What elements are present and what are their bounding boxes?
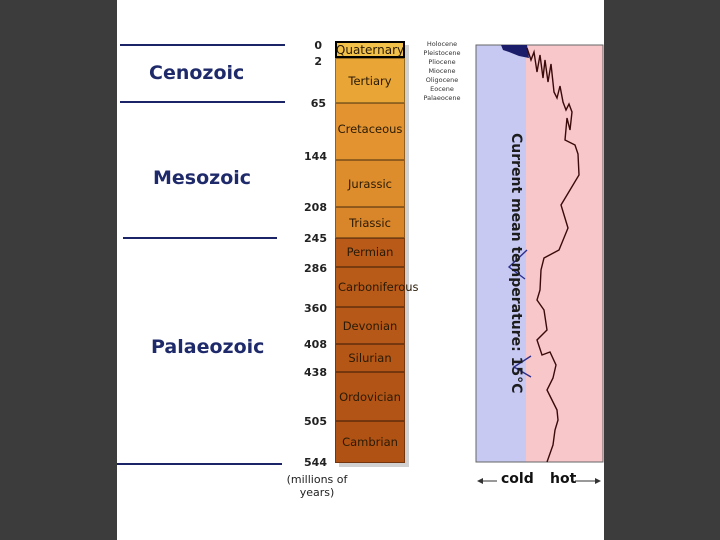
hot-arrow-head — [595, 478, 601, 484]
age-label: 505 — [304, 415, 327, 428]
period-cambrian: Cambrian — [335, 421, 405, 463]
era-divider-bottom — [117, 463, 282, 465]
period-label: Jurassic — [348, 176, 392, 191]
epoch-label: Holocene — [426, 40, 458, 48]
temperature-curve-cold-dip — [507, 249, 528, 280]
period-silurian: Silurian — [335, 344, 405, 372]
age-label: 360 — [304, 302, 327, 315]
temperature-curve-hot — [526, 47, 580, 463]
temperature-curve-cold-dip — [512, 355, 532, 378]
period-cretaceous: Cretaceous — [335, 103, 405, 160]
period-label: Triassic — [349, 215, 391, 230]
period-label: Ordovician — [339, 389, 401, 404]
age-label: 65 — [310, 97, 326, 110]
hot-label: hot — [550, 471, 577, 487]
period-triassic: Triassic — [335, 207, 405, 238]
temperature-chart — [475, 44, 604, 484]
era-divider-cenozoic-mesozoic — [120, 101, 285, 103]
era-divider-top — [120, 44, 285, 46]
period-label: Carboniferous — [338, 280, 419, 294]
period-label: Cambrian — [342, 435, 398, 449]
period-devonian: Devonian — [335, 307, 405, 344]
period-jurassic: Jurassic — [335, 160, 405, 207]
period-tertiary: Tertiary — [335, 58, 405, 103]
period-label: Cretaceous — [337, 122, 403, 136]
period-ordovician: Ordovician — [335, 372, 405, 421]
era-palaeozoic: Palaeozoic — [151, 336, 265, 358]
epoch-label: Palaeocene — [423, 94, 461, 102]
period-label: Silurian — [348, 351, 392, 365]
epoch-label: Pliocene — [428, 58, 456, 66]
age-label: 144 — [304, 150, 327, 163]
period-permian: Permian — [335, 238, 405, 267]
current-mean-temperature-label: Current mean temperature: 15°C — [508, 133, 524, 394]
age-label: 245 — [304, 232, 327, 245]
slide: Cenozoic Mesozoic Palaeozoic 0 2 65 144 … — [117, 0, 604, 540]
epoch-label: Pleistocene — [423, 49, 461, 57]
period-label: Permian — [346, 245, 394, 259]
era-mesozoic: Mesozoic — [153, 167, 252, 189]
period-label: Tertiary — [348, 73, 392, 88]
epoch-label: Miocene — [428, 67, 456, 75]
period-carboniferous: Carboniferous — [335, 267, 419, 307]
axis-unit-label: (millions of years) — [286, 473, 348, 499]
age-label: 0 — [314, 39, 322, 52]
era-divider-mesozoic-palaeozoic — [123, 237, 277, 239]
chart-frame — [475, 44, 604, 463]
hot-zone — [526, 45, 603, 462]
period-quaternary: Quaternary — [335, 41, 405, 58]
cold-label: cold — [501, 471, 534, 487]
age-label: 408 — [304, 338, 327, 351]
age-label: 438 — [304, 366, 327, 379]
period-label: Quaternary — [335, 42, 405, 57]
epoch-label: Eocene — [430, 85, 454, 93]
age-label: 208 — [304, 201, 327, 214]
cold-zone — [476, 45, 526, 462]
cold-arrow-head — [477, 478, 483, 484]
age-label: 2 — [314, 55, 322, 68]
epoch-label: Oligocene — [425, 76, 459, 84]
period-label: Devonian — [342, 318, 398, 333]
era-cenozoic: Cenozoic — [149, 62, 245, 84]
age-label: 544 — [304, 456, 327, 469]
age-label: 286 — [304, 262, 327, 275]
ice-cap-shape — [501, 45, 529, 58]
